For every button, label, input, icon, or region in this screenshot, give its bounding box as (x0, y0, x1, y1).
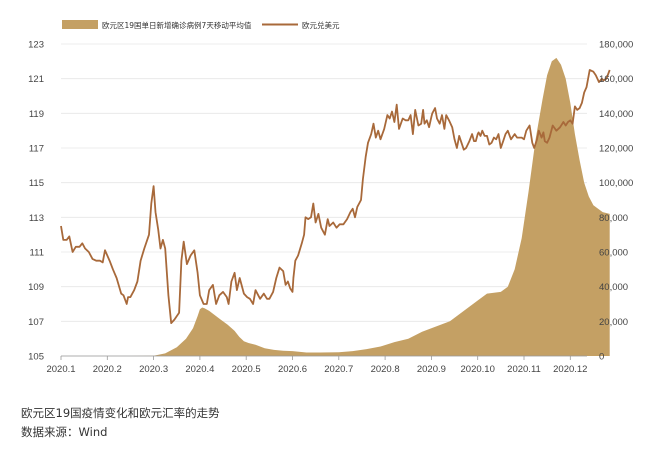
x-tick-label: 2020.11 (507, 364, 541, 375)
legend-area-swatch (62, 20, 98, 29)
right-tick-label: 120,000 (599, 144, 633, 155)
right-axis-ticks: 0 20,000 40,000 60,000 80,000 100,000 120,000 1… (599, 40, 633, 363)
cases-area (61, 57, 610, 357)
line-series-layer (60, 69, 611, 324)
right-tick-label: 140,000 (599, 109, 633, 120)
data-source: 数据来源：Wind (21, 425, 108, 439)
gridlines (61, 43, 587, 357)
right-tick-label: 60,000 (599, 248, 628, 259)
x-tick-label: 2020.5 (232, 364, 261, 375)
x-tick-label: 2020.3 (139, 364, 168, 375)
right-tick-label: 80,000 (599, 213, 628, 224)
right-tick-label: 160,000 (599, 74, 633, 85)
left-axis-ticks: 105 107 109 111 113 115 117 119 121 123 (28, 40, 44, 363)
legend: 欧元区19国单日新增确诊病例7天移动平均值 欧元兑美元 (62, 20, 340, 30)
left-tick-label: 119 (29, 109, 44, 120)
eurusd-line (60, 69, 611, 324)
x-tick-label: 2020.7 (324, 364, 353, 375)
right-tick-label: 40,000 (599, 282, 628, 293)
left-tick-label: 107 (28, 317, 44, 328)
right-tick-label: 100,000 (599, 178, 633, 189)
left-tick-label: 113 (29, 213, 44, 224)
left-tick-label: 121 (28, 74, 44, 85)
left-tick-label: 123 (28, 40, 44, 51)
x-axis-ticks: 2020.1 2020.2 2020.3 2020.4 2020.5 2020.6 2020… (46, 356, 587, 375)
x-tick-label: 2020.6 (278, 364, 307, 375)
left-tick-label: 109 (28, 282, 44, 293)
x-tick-label: 2020.1 (46, 364, 75, 375)
left-tick-label: 117 (29, 144, 44, 155)
x-tick-label: 2020.12 (553, 364, 587, 375)
x-tick-label: 2020.9 (417, 364, 446, 375)
right-tick-label: 20,000 (599, 317, 628, 328)
chart-caption: 欧元区19国疫情变化和欧元汇率的走势 (21, 406, 220, 420)
left-tick-label: 105 (28, 352, 44, 363)
x-tick-label: 2020.2 (93, 364, 122, 375)
area-series-layer (61, 57, 610, 357)
right-tick-label: 0 (599, 352, 604, 363)
legend-area-label: 欧元区19国单日新增确诊病例7天移动平均值 (102, 20, 252, 30)
x-tick-label: 2020.8 (371, 364, 400, 375)
legend-line-label: 欧元兑美元 (302, 20, 340, 30)
left-tick-label: 115 (29, 178, 44, 189)
left-tick-label: 111 (30, 248, 44, 259)
right-tick-label: 180,000 (599, 40, 633, 51)
x-tick-label: 2020.10 (461, 364, 495, 375)
x-tick-label: 2020.4 (185, 364, 214, 375)
